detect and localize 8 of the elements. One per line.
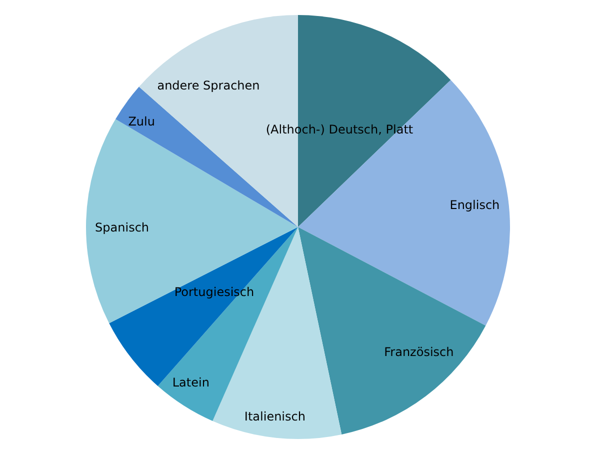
slice-label: Zulu xyxy=(128,114,155,128)
slice-label: andere Sprachen xyxy=(157,78,260,92)
slice-label: Latein xyxy=(172,375,210,390)
slice-label: Spanisch xyxy=(95,220,150,235)
slice-label: Portugiesisch xyxy=(174,284,254,299)
slice-label: Französisch xyxy=(384,344,454,359)
slice-label: Englisch xyxy=(450,198,500,212)
slice-label: Italienisch xyxy=(244,409,306,424)
